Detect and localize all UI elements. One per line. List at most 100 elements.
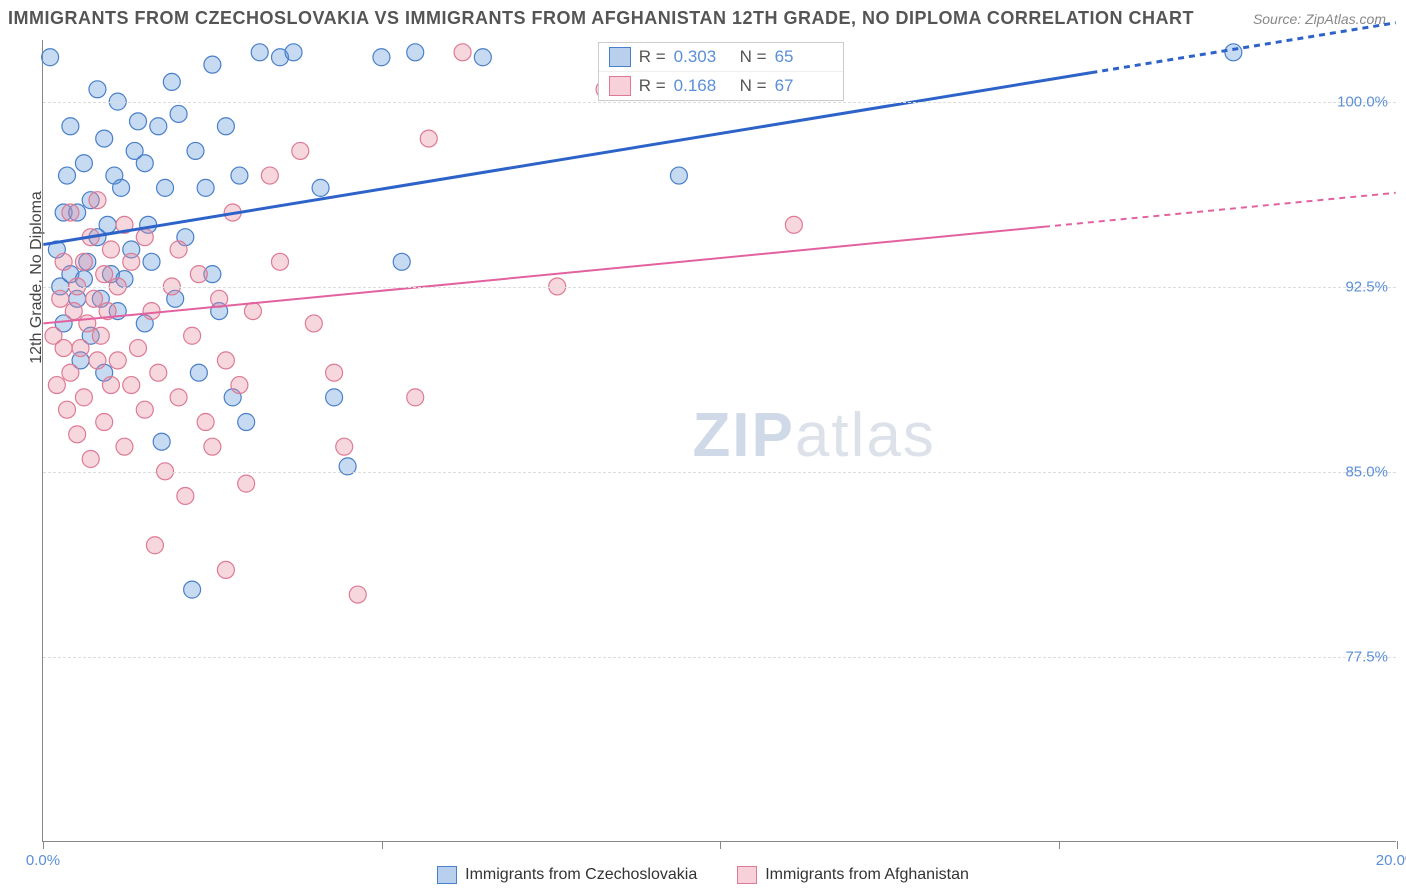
data-point	[136, 229, 153, 246]
source-attribution: Source: ZipAtlas.com	[1253, 11, 1386, 27]
data-point	[197, 179, 214, 196]
data-point	[102, 377, 119, 394]
data-point	[170, 241, 187, 258]
data-point	[238, 414, 255, 431]
data-point	[177, 487, 194, 504]
data-point	[349, 586, 366, 603]
plot-region: R =0.303 N =65 R =0.168 N =67 ZIPatlas 7…	[42, 40, 1396, 842]
data-point	[130, 113, 147, 130]
data-point	[292, 142, 309, 159]
data-point	[89, 81, 106, 98]
y-tick-label: 85.0%	[1345, 463, 1388, 480]
data-point	[86, 290, 103, 307]
data-point	[136, 155, 153, 172]
data-point	[407, 389, 424, 406]
data-point	[99, 216, 116, 233]
data-point	[123, 377, 140, 394]
data-point	[109, 352, 126, 369]
data-point	[143, 253, 160, 270]
data-point	[305, 315, 322, 332]
data-point	[89, 352, 106, 369]
data-point	[217, 561, 234, 578]
data-point	[75, 389, 92, 406]
trend-line	[43, 73, 1091, 245]
legend-item: Immigrants from Czechoslovakia	[437, 866, 697, 884]
chart-title: IMMIGRANTS FROM CZECHOSLOVAKIA VS IMMIGR…	[8, 8, 1194, 29]
data-point	[231, 377, 248, 394]
data-point	[326, 389, 343, 406]
y-tick-label: 92.5%	[1345, 278, 1388, 295]
data-point	[211, 290, 228, 307]
data-point	[204, 438, 221, 455]
data-point	[217, 118, 234, 135]
plot-svg	[43, 40, 1396, 841]
data-point	[42, 49, 59, 66]
stats-row: R =0.303 N =65	[599, 43, 843, 71]
data-point	[116, 438, 133, 455]
legend-item: Immigrants from Afghanistan	[737, 866, 969, 884]
data-point	[89, 192, 106, 209]
data-point	[55, 253, 72, 270]
data-point	[130, 340, 147, 357]
data-point	[75, 253, 92, 270]
data-point	[48, 377, 65, 394]
data-point	[312, 179, 329, 196]
data-point	[373, 49, 390, 66]
data-point	[407, 44, 424, 61]
data-point	[79, 315, 96, 332]
data-point	[143, 303, 160, 320]
data-point	[123, 253, 140, 270]
data-point	[96, 266, 113, 283]
data-point	[261, 167, 278, 184]
data-point	[92, 327, 109, 344]
data-point	[62, 118, 79, 135]
data-point	[82, 450, 99, 467]
data-point	[72, 340, 89, 357]
data-point	[163, 73, 180, 90]
data-point	[62, 204, 79, 221]
data-point	[59, 167, 76, 184]
data-point	[420, 130, 437, 147]
data-point	[52, 290, 69, 307]
data-point	[454, 44, 471, 61]
data-point	[670, 167, 687, 184]
bottom-legend: Immigrants from Czechoslovakia Immigrants…	[0, 866, 1406, 884]
data-point	[157, 179, 174, 196]
data-point	[231, 167, 248, 184]
data-point	[136, 401, 153, 418]
data-point	[55, 340, 72, 357]
data-point	[65, 303, 82, 320]
data-point	[146, 537, 163, 554]
stats-legend-box: R =0.303 N =65 R =0.168 N =67	[598, 42, 844, 101]
data-point	[217, 352, 234, 369]
data-point	[326, 364, 343, 381]
data-point	[187, 142, 204, 159]
data-point	[102, 241, 119, 258]
data-point	[184, 581, 201, 598]
data-point	[59, 401, 76, 418]
data-point	[96, 414, 113, 431]
trend-line-extrapolated	[1044, 193, 1396, 227]
data-point	[184, 327, 201, 344]
data-point	[474, 49, 491, 66]
data-point	[204, 56, 221, 73]
y-tick-label: 100.0%	[1337, 93, 1388, 110]
data-point	[244, 303, 261, 320]
data-point	[96, 130, 113, 147]
data-point	[238, 475, 255, 492]
data-point	[62, 364, 79, 381]
data-point	[272, 253, 289, 270]
data-point	[170, 389, 187, 406]
data-point	[190, 266, 207, 283]
data-point	[113, 179, 130, 196]
y-tick-label: 77.5%	[1345, 648, 1388, 665]
stats-row: R =0.168 N =67	[599, 71, 843, 100]
data-point	[69, 426, 86, 443]
data-point	[251, 44, 268, 61]
data-point	[336, 438, 353, 455]
data-point	[285, 44, 302, 61]
data-point	[170, 105, 187, 122]
data-point	[785, 216, 802, 233]
data-point	[197, 414, 214, 431]
data-point	[150, 364, 167, 381]
